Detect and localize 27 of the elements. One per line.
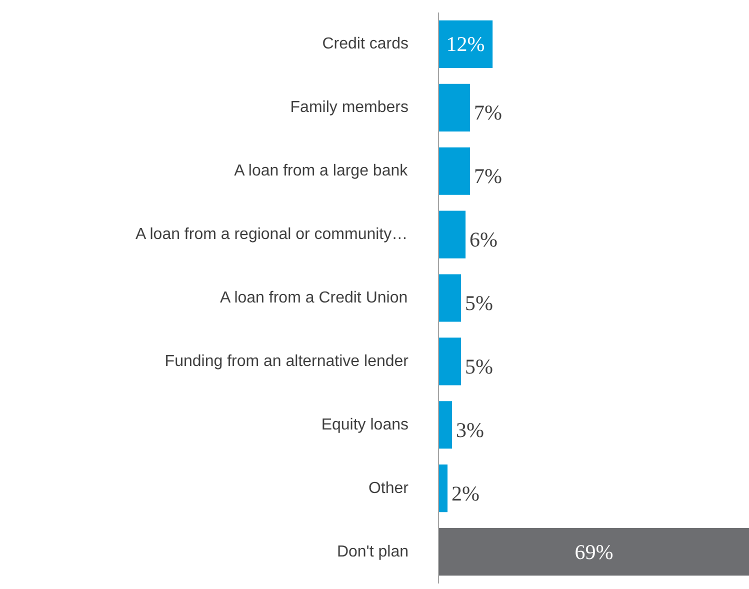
bar	[438, 401, 452, 449]
y-tick-label: Don't plan	[336, 543, 408, 560]
y-tick-label: Credit cards	[322, 36, 408, 53]
data-label: 12%	[446, 32, 485, 56]
bar	[438, 147, 470, 195]
data-label: 7%	[474, 164, 502, 188]
bar	[438, 210, 466, 258]
data-label: 5%	[465, 291, 494, 315]
data-label: 5%	[465, 354, 494, 378]
data-label: 3%	[456, 418, 484, 442]
y-tick-label: A loan from a large bank	[234, 162, 409, 180]
y-tick-label: Funding from an alternative lender	[164, 352, 410, 370]
bar	[438, 528, 749, 576]
bar	[438, 20, 493, 68]
bar	[438, 274, 462, 322]
y-tick-label: Equity loans	[321, 416, 409, 434]
bar	[438, 464, 448, 512]
bar	[438, 84, 470, 132]
data-label: 6%	[470, 228, 498, 252]
y-tick-label: Other	[368, 480, 410, 497]
y-tick-label: A loan from a regional or community…	[136, 226, 408, 244]
data-label: 2%	[452, 481, 480, 506]
bar	[438, 338, 462, 386]
data-label: 7%	[474, 100, 502, 125]
y-tick-label: Family members	[290, 99, 408, 116]
y-tick-label: A loan from a Credit Union	[220, 290, 408, 306]
data-label: 69%	[574, 540, 614, 564]
